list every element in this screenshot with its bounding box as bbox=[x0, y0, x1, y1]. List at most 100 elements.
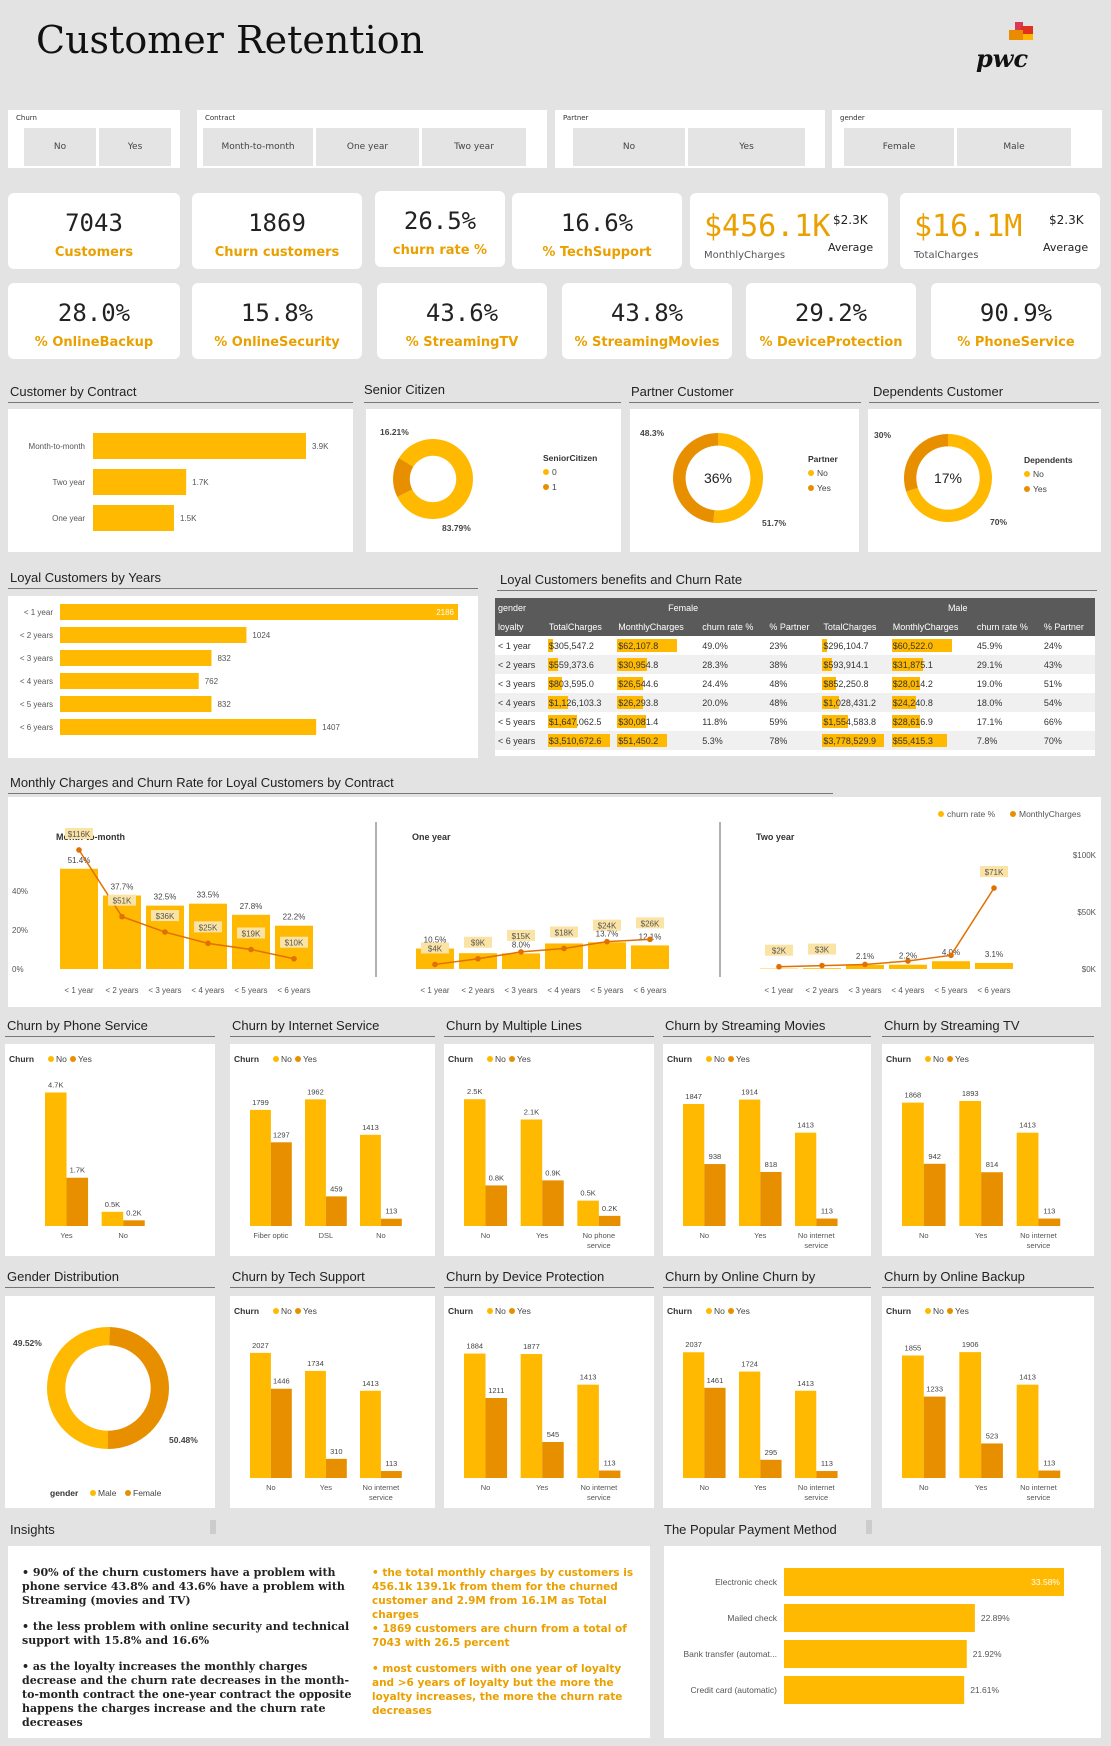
slicer-option-yes[interactable]: Yes bbox=[688, 128, 805, 166]
bar-yes-no-internet-service[interactable] bbox=[598, 1470, 621, 1478]
bar-yes-yes[interactable] bbox=[760, 1459, 782, 1478]
bar-yes-no-internet-service[interactable] bbox=[380, 1471, 402, 1478]
bar-no-no[interactable] bbox=[902, 1102, 924, 1226]
bar-no-no-internet-service[interactable] bbox=[360, 1390, 381, 1478]
bar-credit-card-automatic[interactable] bbox=[784, 1676, 965, 1704]
bar-yes-yes[interactable] bbox=[542, 1180, 564, 1226]
bar-yes-no[interactable] bbox=[923, 1163, 946, 1226]
legend-entry-yes[interactable]: Yes bbox=[1033, 484, 1047, 494]
bar-churn-1-year[interactable] bbox=[60, 868, 98, 969]
bar-yes-yes[interactable] bbox=[981, 1443, 1003, 1478]
legend-entry-1[interactable]: 1 bbox=[552, 482, 557, 492]
bar-churn-6-years[interactable] bbox=[631, 945, 669, 969]
bar-yes-no[interactable] bbox=[123, 1220, 145, 1226]
bar-yes-dsl[interactable] bbox=[325, 1196, 347, 1226]
bar-churn-5-years[interactable] bbox=[588, 942, 626, 969]
legend-entry-no[interactable]: No bbox=[281, 1306, 292, 1316]
bar-no-yes[interactable] bbox=[45, 1092, 67, 1226]
bar-two-year[interactable] bbox=[93, 469, 187, 495]
line-point[interactable] bbox=[518, 949, 524, 955]
bar-yes-yes[interactable] bbox=[542, 1442, 564, 1478]
bar-3-years[interactable] bbox=[60, 650, 212, 666]
legend-entry-no[interactable]: No bbox=[933, 1306, 944, 1316]
bar-churn-4-years[interactable] bbox=[189, 903, 227, 969]
bar-churn-3-years[interactable] bbox=[502, 953, 540, 969]
line-point[interactable] bbox=[776, 963, 782, 970]
legend-entry-yes[interactable]: Yes bbox=[955, 1054, 969, 1064]
bar-no-no-internet-service[interactable] bbox=[795, 1390, 817, 1478]
legend-entry-churn[interactable]: churn rate % bbox=[947, 809, 996, 819]
bar-yes-yes[interactable] bbox=[981, 1172, 1003, 1226]
legend-entry-no[interactable]: No bbox=[714, 1054, 725, 1064]
bar-6-years[interactable] bbox=[60, 719, 317, 735]
line-point[interactable] bbox=[205, 940, 211, 947]
legend-entry-female[interactable]: Female bbox=[133, 1488, 162, 1498]
legend-entry-no[interactable]: No bbox=[714, 1306, 725, 1316]
bar-one-year[interactable] bbox=[93, 505, 174, 531]
bar-yes-no-internet-service[interactable] bbox=[816, 1218, 838, 1226]
legend-entry-no[interactable]: No bbox=[817, 468, 828, 478]
bar-yes-no-phone-service[interactable] bbox=[598, 1215, 621, 1226]
line-point[interactable] bbox=[291, 955, 297, 962]
bar-no-dsl[interactable] bbox=[305, 1099, 326, 1226]
bar-no-yes[interactable] bbox=[959, 1352, 982, 1478]
column-header[interactable]: TotalCharges bbox=[820, 617, 890, 636]
slicer-option-two-year[interactable]: Two year bbox=[422, 128, 526, 166]
bar-churn-6-years[interactable] bbox=[975, 962, 1013, 969]
bar-yes-no-internet-service[interactable] bbox=[1038, 1470, 1061, 1478]
legend-entry-yes[interactable]: Yes bbox=[955, 1306, 969, 1316]
column-header[interactable]: MonthlyCharges bbox=[615, 617, 700, 636]
bar-yes-no[interactable] bbox=[704, 1164, 726, 1226]
bar-churn-2-years[interactable] bbox=[103, 895, 141, 969]
line-point[interactable] bbox=[432, 961, 438, 968]
bar-no-no-internet-service[interactable] bbox=[795, 1132, 817, 1226]
legend-entry-no[interactable]: No bbox=[1033, 469, 1044, 479]
bar-yes-yes[interactable] bbox=[760, 1171, 782, 1226]
legend-entry-no[interactable]: No bbox=[495, 1306, 506, 1316]
bar-yes-no[interactable] bbox=[704, 1387, 726, 1478]
bar-no-no[interactable] bbox=[464, 1353, 486, 1478]
line-point[interactable] bbox=[604, 938, 610, 945]
bar-no-yes[interactable] bbox=[739, 1099, 761, 1226]
bar-no-no[interactable] bbox=[250, 1352, 271, 1478]
legend-entry-no[interactable]: No bbox=[933, 1054, 944, 1064]
bar-no-no[interactable] bbox=[683, 1352, 705, 1478]
column-header[interactable]: % Partner bbox=[766, 617, 821, 636]
line-point[interactable] bbox=[991, 885, 997, 891]
bar-2-years[interactable] bbox=[60, 627, 247, 643]
header-loyalty[interactable]: loyalty bbox=[495, 617, 546, 636]
line-point[interactable] bbox=[561, 945, 567, 952]
bar-1-year[interactable] bbox=[60, 604, 458, 620]
legend-entry-yes[interactable]: Yes bbox=[517, 1306, 531, 1316]
legend-entry-yes[interactable]: Yes bbox=[736, 1054, 750, 1064]
bar-churn-5-years[interactable] bbox=[932, 961, 970, 969]
column-header[interactable]: TotalCharges bbox=[545, 617, 616, 636]
legend-entry-no[interactable]: No bbox=[281, 1054, 292, 1064]
bar-4-years[interactable] bbox=[60, 673, 199, 689]
bar-no-yes[interactable] bbox=[520, 1119, 543, 1227]
bar-no-no[interactable] bbox=[360, 1134, 381, 1226]
bar-yes-fiber-optic[interactable] bbox=[270, 1142, 292, 1226]
bar-yes-no[interactable] bbox=[485, 1398, 508, 1478]
slicer-option-female[interactable]: Female bbox=[844, 128, 954, 166]
line-point[interactable] bbox=[119, 913, 125, 920]
legend-entry-monthly[interactable]: MonthlyCharges bbox=[1019, 809, 1081, 819]
bar-churn-5-years[interactable] bbox=[232, 914, 270, 969]
bar-yes-no[interactable] bbox=[485, 1185, 508, 1226]
bar-no-no[interactable] bbox=[902, 1355, 924, 1478]
bar-no-yes[interactable] bbox=[520, 1354, 543, 1478]
line-point[interactable] bbox=[948, 952, 954, 959]
bar-mailed-check[interactable] bbox=[784, 1604, 975, 1632]
line-point[interactable] bbox=[76, 847, 82, 853]
bar-yes-no[interactable] bbox=[270, 1388, 292, 1478]
bar-no-yes[interactable] bbox=[739, 1371, 761, 1478]
line-point[interactable] bbox=[862, 961, 868, 968]
bar-bank-transfer-automat[interactable] bbox=[784, 1640, 967, 1668]
slicer-option-no[interactable]: No bbox=[573, 128, 685, 166]
bar-no-no[interactable] bbox=[101, 1211, 124, 1226]
bar-no-no-internet-service[interactable] bbox=[577, 1384, 599, 1478]
slicer-option-month-to-month[interactable]: Month-to-month bbox=[203, 128, 313, 166]
legend-entry-0[interactable]: 0 bbox=[552, 467, 557, 477]
bar-no-no-internet-service[interactable] bbox=[1016, 1384, 1039, 1478]
bar-no-no[interactable] bbox=[683, 1104, 705, 1226]
